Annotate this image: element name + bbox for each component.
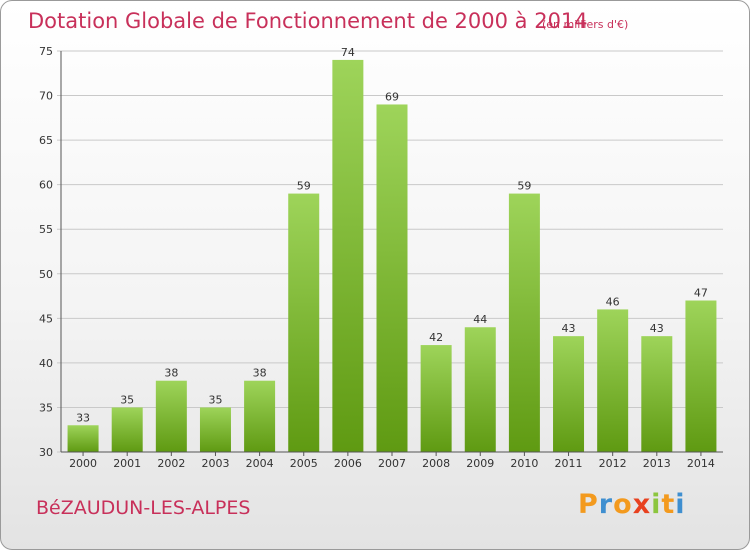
y-tick-label: 30 [39, 446, 53, 459]
y-tick-label: 35 [39, 401, 53, 414]
logo-letter: t [661, 489, 676, 520]
x-tick-label: 2006 [334, 457, 362, 470]
y-tick-label: 65 [39, 134, 53, 147]
data-label: 33 [76, 411, 90, 424]
bar [553, 336, 585, 452]
x-tick-label: 2014 [687, 457, 715, 470]
data-label: 59 [297, 180, 311, 193]
data-label: 35 [208, 393, 222, 406]
bar [420, 345, 452, 452]
data-label: 74 [341, 46, 355, 59]
data-label: 47 [694, 287, 708, 300]
x-tick-label: 2001 [113, 457, 141, 470]
x-tick-label: 2000 [69, 457, 97, 470]
x-tick-label: 2003 [201, 457, 229, 470]
bar [376, 104, 408, 452]
data-label: 69 [385, 90, 399, 103]
logo-letter: x [632, 489, 652, 520]
logo-letter: i [675, 489, 686, 520]
bars [67, 59, 717, 453]
x-tick-label: 2012 [599, 457, 627, 470]
bar [332, 59, 364, 453]
bar [67, 425, 99, 452]
logo-letter: r [598, 489, 614, 520]
bar [685, 300, 717, 452]
x-tick-label: 2011 [555, 457, 583, 470]
x-tick-label: 2010 [510, 457, 538, 470]
y-tick-label: 40 [39, 357, 53, 370]
bar [199, 407, 231, 452]
labels: 30 35 40 45 50 55 60 65 70 75 33 2000 35 2001 38 2002 35… [39, 45, 715, 470]
data-label: 59 [517, 180, 531, 193]
x-tick-label: 2004 [246, 457, 274, 470]
logo-letter: i [651, 489, 662, 520]
y-tick-label: 45 [39, 312, 53, 325]
x-tick-label: 2009 [466, 457, 494, 470]
y-tick-label: 70 [39, 90, 53, 103]
data-label: 43 [562, 322, 576, 335]
y-tick-label: 75 [39, 45, 53, 58]
chart-title: Dotation Globale de Fonctionnement de 20… [28, 9, 588, 33]
bar [464, 327, 496, 452]
y-tick-label: 50 [39, 268, 53, 281]
x-tick-label: 2013 [643, 457, 671, 470]
bar [111, 407, 143, 452]
bar [508, 193, 540, 453]
bar [155, 380, 187, 452]
logo-letter: P [578, 489, 599, 520]
y-tick-label: 55 [39, 223, 53, 236]
x-tick-label: 2008 [422, 457, 450, 470]
axes [60, 51, 723, 456]
proxiti-logo: Proxiti [578, 489, 686, 520]
data-label: 44 [473, 313, 487, 326]
data-label: 43 [650, 322, 664, 335]
x-tick-label: 2002 [157, 457, 185, 470]
chart-subtitle: (en milliers d'€) [542, 18, 629, 31]
x-tick-label: 2005 [290, 457, 318, 470]
bar [597, 309, 629, 452]
bar [288, 193, 320, 453]
data-label: 35 [120, 393, 134, 406]
data-label: 38 [253, 367, 267, 380]
logo-letter: o [613, 489, 633, 520]
bar [641, 336, 673, 452]
x-tick-label: 2007 [378, 457, 406, 470]
data-label: 42 [429, 331, 443, 344]
commune-name: BéZAUDUN-LES-ALPES [36, 497, 251, 519]
bar [244, 380, 276, 452]
y-tick-label: 60 [39, 179, 53, 192]
data-label: 38 [164, 367, 178, 380]
data-label: 46 [606, 295, 620, 308]
